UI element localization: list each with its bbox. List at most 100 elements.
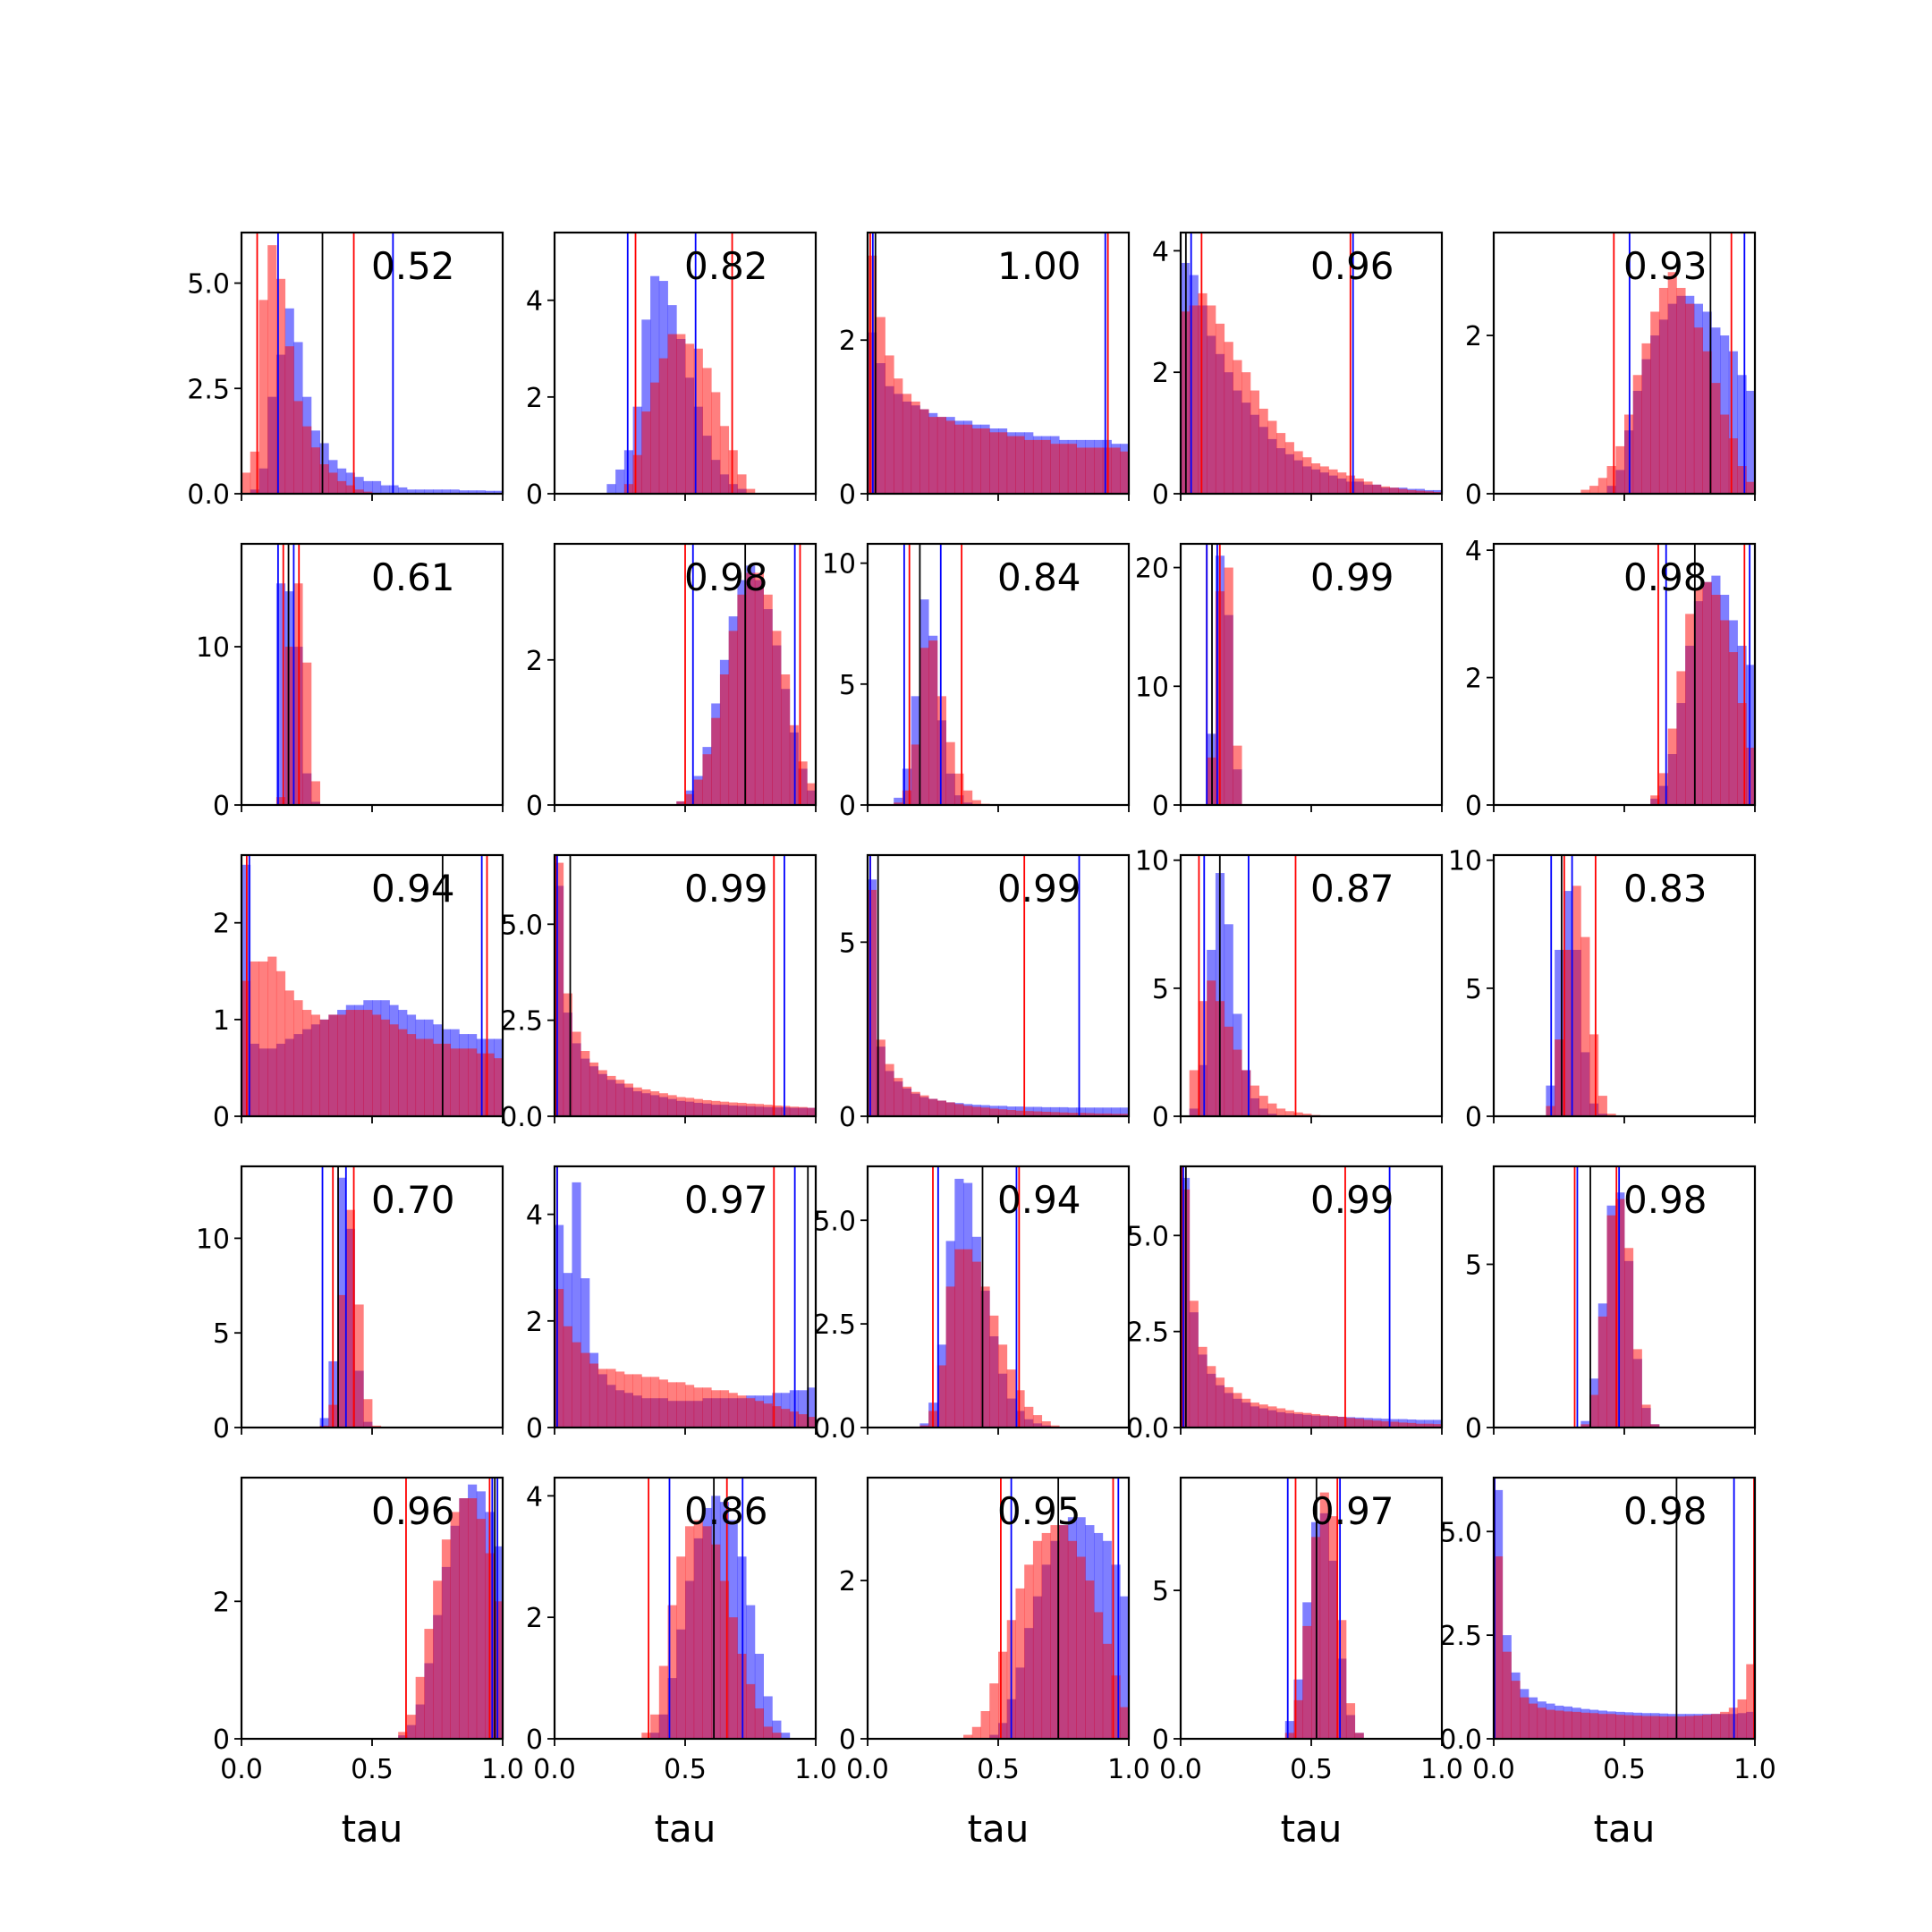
subplot-2-3: 0 5 10 0.87 — [1135, 846, 1444, 1133]
red-hist-bar — [936, 696, 946, 805]
red-hist-bar — [885, 1063, 894, 1116]
red-hist-bar — [1433, 1424, 1443, 1428]
red-hist-bar — [1389, 1421, 1399, 1428]
y-tick-label: 0 — [526, 1413, 543, 1445]
y-tick-label: 0 — [839, 791, 856, 822]
red-hist-bar — [1511, 1681, 1521, 1739]
red-hist-bar — [433, 1580, 443, 1739]
red-hist-bar — [345, 1209, 355, 1428]
red-hist-bar — [380, 1019, 390, 1116]
red-hist-bar — [1085, 1580, 1095, 1739]
subplot-value-label: 0.82 — [684, 244, 768, 288]
red-hist-bar — [1059, 1112, 1069, 1116]
red-hist-bar — [589, 1363, 599, 1428]
red-hist-bar — [1189, 1301, 1199, 1428]
red-hist-bar — [1597, 478, 1607, 494]
red-hist-bar — [606, 1368, 616, 1428]
red-hist-bar — [615, 1080, 625, 1116]
red-hist-bar — [1250, 390, 1259, 494]
blue-hist-bar — [406, 489, 417, 494]
red-hist-bar — [798, 761, 808, 805]
red-hist-bar — [928, 417, 938, 494]
red-hist-bar — [284, 990, 294, 1116]
subplot-value-label: 0.52 — [371, 244, 455, 288]
blue-hist-bar — [1424, 1419, 1434, 1428]
subplot-3-3: 0.0 2.5 5.0 0.99 — [1126, 1165, 1444, 1445]
red-hist-bar — [641, 1089, 651, 1116]
blue-hist-bar — [754, 1653, 764, 1739]
red-hist-bar — [807, 1107, 817, 1116]
red-hist-bar — [971, 428, 981, 494]
red-hist-bar — [1676, 287, 1686, 494]
y-tick-label: 0.0 — [1439, 1724, 1482, 1756]
red-hist-bar — [572, 1031, 581, 1116]
red-hist-bar — [337, 480, 347, 494]
red-hist-bar — [1363, 1419, 1373, 1428]
y-tick-label: 0 — [1152, 1102, 1169, 1133]
red-hist-bar — [1667, 728, 1677, 805]
red-hist-bar — [1720, 620, 1730, 805]
y-tick-label: 2 — [213, 1587, 230, 1618]
blue-hist-bar — [1746, 665, 1756, 805]
subplot-2-0: 0 1 2 0.94 — [213, 853, 504, 1133]
red-hist-bar — [1189, 305, 1199, 494]
red-hist-bar — [1363, 481, 1373, 494]
y-tick-label: 0 — [1152, 1724, 1169, 1756]
red-hist-bar — [1415, 1423, 1425, 1428]
blue-hist-bar — [415, 489, 425, 494]
red-hist-bar — [1111, 1675, 1121, 1739]
red-hist-bar — [1563, 949, 1572, 1116]
blue-hist-bar — [485, 490, 495, 494]
red-hist-bar — [798, 1106, 808, 1116]
red-hist-bar — [1319, 466, 1329, 494]
red-hist-bar — [267, 956, 277, 1116]
red-hist-bar — [563, 993, 572, 1116]
red-hist-bar — [650, 382, 660, 494]
red-hist-bar — [1024, 439, 1034, 494]
red-hist-bar — [1293, 1411, 1303, 1428]
red-hist-bar — [1258, 408, 1268, 494]
red-hist-bar — [936, 1100, 946, 1116]
red-hist-bar — [1667, 1716, 1677, 1739]
red-hist-bar — [1258, 1096, 1268, 1116]
y-tick-label: 10 — [1448, 846, 1482, 877]
red-hist-bar — [1711, 1714, 1721, 1739]
red-hist-bar — [476, 1519, 486, 1739]
red-hist-bar — [1085, 447, 1095, 494]
red-hist-bar — [337, 1294, 347, 1428]
red-hist-bar — [1650, 1716, 1660, 1739]
red-hist-bar — [345, 485, 355, 494]
red-hist-bar — [293, 1000, 303, 1116]
x-tick-label: 0.0 — [533, 1754, 576, 1785]
subplot-value-label: 0.99 — [684, 867, 768, 911]
blue-hist-bar — [632, 406, 642, 494]
subplot-value-label: 0.99 — [1310, 555, 1394, 599]
red-hist-bar — [1702, 1715, 1712, 1739]
red-hist-bar — [789, 1106, 799, 1116]
red-hist-bar — [1024, 1564, 1034, 1739]
x-tick-label: 0.5 — [664, 1754, 707, 1785]
red-hist-bar — [945, 1286, 955, 1428]
red-hist-bar — [754, 1708, 764, 1739]
red-hist-bar — [998, 432, 1008, 494]
red-hist-bar — [1424, 1423, 1434, 1428]
subplot-value-label: 0.96 — [1310, 244, 1394, 288]
red-hist-bar — [1589, 1034, 1599, 1116]
blue-hist-bar — [1050, 1106, 1060, 1116]
red-hist-bar — [1050, 1525, 1060, 1739]
red-hist-bar — [1667, 272, 1677, 494]
red-hist-bar — [1650, 1424, 1660, 1428]
red-hist-bar — [711, 392, 721, 494]
red-hist-bar — [389, 1024, 399, 1116]
red-hist-bar — [589, 1062, 599, 1116]
red-hist-bar — [971, 1106, 981, 1116]
red-hist-bar — [302, 1010, 312, 1116]
y-tick-label: 0 — [213, 1102, 230, 1133]
x-tick-label: 0.0 — [220, 1754, 263, 1785]
y-tick-label: 2 — [213, 909, 230, 940]
blue-hist-bar — [275, 583, 286, 805]
red-hist-bar — [632, 1374, 642, 1428]
red-hist-bar — [580, 1051, 590, 1116]
red-hist-bar — [319, 464, 329, 494]
blue-hist-bar — [1746, 390, 1756, 494]
